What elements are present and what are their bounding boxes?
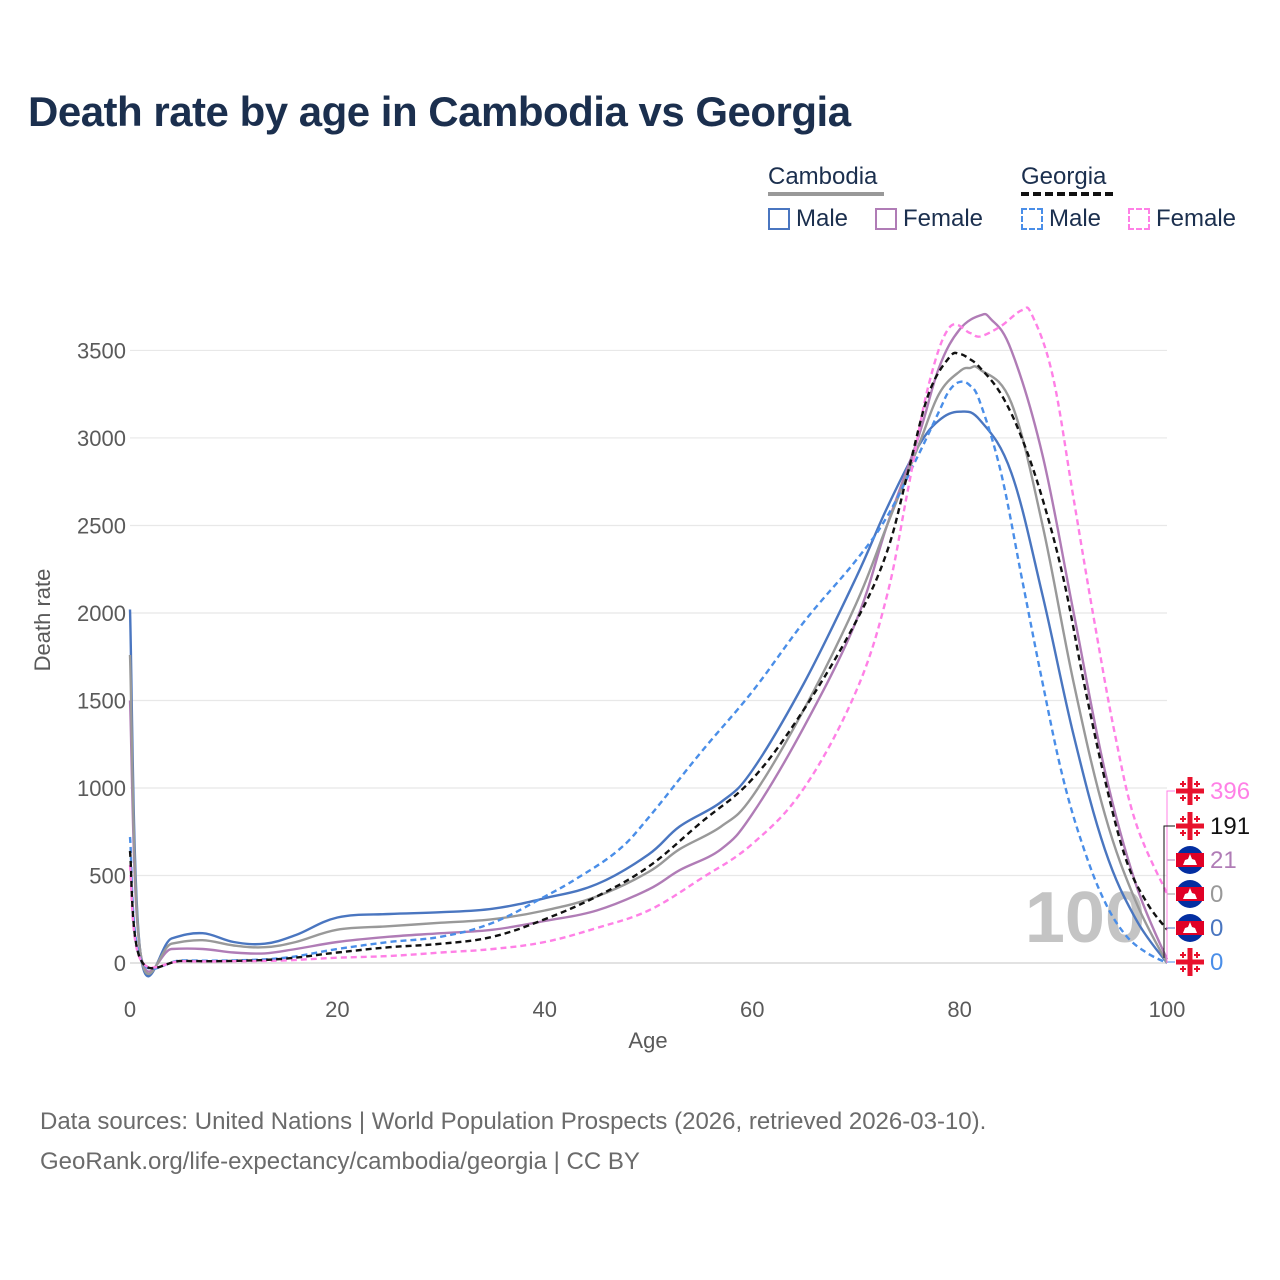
end-label-value: 0 [1210,881,1223,908]
footer-url[interactable]: GeoRank.org/life-expectancy/cambodia/geo… [40,1148,640,1175]
cambodia-flag-temple [1183,922,1197,933]
legend-item-label: Female [1156,205,1237,232]
legend-swatch [875,208,897,230]
georgia-flag-small-cross [1180,818,1186,820]
legend-swatch [768,208,790,230]
end-label-value: 0 [1210,915,1223,942]
y-tick-label: 1000 [77,776,126,801]
x-tick-label: 80 [947,997,971,1022]
legend-item-label: Male [796,205,849,232]
cambodia-flag-temple [1183,854,1197,865]
georgia-flag-small-cross [1180,783,1186,785]
georgia-flag-small-cross [1180,954,1186,956]
legend-item-cambodia-female[interactable]: Female [875,205,983,233]
x-tick-label: 40 [533,997,557,1022]
x-tick-label: 20 [325,997,349,1022]
y-tick-label: 2500 [77,513,126,538]
y-axis-label: Death rate [30,569,55,672]
end-labels: 396 191 21 0 0 0 [1163,777,1250,976]
footer-source: Data sources: United Nations | World Pop… [40,1108,987,1135]
series-line-cambodia-female[interactable] [128,312,1169,973]
georgia-flag-cross-h [1176,788,1204,794]
y-tick-label: 3000 [77,426,126,451]
georgia-flag-small-cross [1194,968,1200,970]
georgia-flag-small-cross [1194,797,1200,799]
end-label-bracket [1166,790,1175,963]
legend-item-georgia-male[interactable]: Male [1021,205,1101,233]
series-lines [128,306,1169,978]
georgia-flag-small-cross [1194,783,1200,785]
legend-swatch [1021,208,1043,230]
georgia-flag-small-cross [1180,832,1186,834]
legend-group-cambodia[interactable]: Cambodia [768,163,884,196]
gridlines [130,349,1167,964]
y-tick-label: 0 [114,951,126,976]
chart-title: Death rate by age in Cambodia vs Georgia [28,88,851,135]
end-label-value: 21 [1210,847,1237,874]
y-tick-label: 1500 [77,688,126,713]
legend-item-label: Male [1049,205,1102,232]
axes: 0 500 1000 1500 2000 2500 3000 3500 0 20 40 60 80 100 [77,338,1185,1022]
georgia-flag-small-cross [1194,818,1200,820]
legend-item-label: Female [903,205,984,232]
legend-group-label-cambodia: Cambodia [768,163,878,190]
legend-swatch [1128,208,1150,230]
series-line-georgia-both[interactable] [128,351,1168,970]
end-label-value: 396 [1210,778,1250,805]
georgia-flag-small-cross [1180,797,1186,799]
end-label-bracket [1163,825,1175,958]
legend-group-label-georgia: Georgia [1021,163,1107,190]
legend-item-georgia-female[interactable]: Female [1128,205,1236,233]
y-tick-label: 2000 [77,601,126,626]
age-watermark: 100 [1025,878,1145,958]
x-tick-label: 0 [124,997,136,1022]
x-tick-label: 100 [1149,997,1186,1022]
legend-group-georgia[interactable]: Georgia [1021,163,1113,196]
georgia-flag-small-cross [1194,954,1200,956]
end-label-value: 0 [1210,949,1223,976]
end-label-value: 191 [1210,813,1250,840]
series-line-cambodia-male[interactable] [128,410,1168,978]
cambodia-flag-temple [1183,888,1197,899]
series-line-cambodia-both[interactable] [128,365,1169,976]
x-tick-label: 60 [740,997,764,1022]
y-tick-label: 500 [89,863,126,888]
series-line-georgia-female[interactable] [128,306,1169,969]
y-tick-label: 3500 [77,338,126,363]
series-line-georgia-male[interactable] [128,380,1168,971]
georgia-flag-small-cross [1180,968,1186,970]
georgia-flag-small-cross [1194,832,1200,834]
x-axis-label: Age [628,1028,667,1053]
georgia-flag-cross-h [1176,959,1204,965]
legend-item-cambodia-male[interactable]: Male [768,205,848,233]
georgia-flag-cross-h [1176,823,1204,829]
